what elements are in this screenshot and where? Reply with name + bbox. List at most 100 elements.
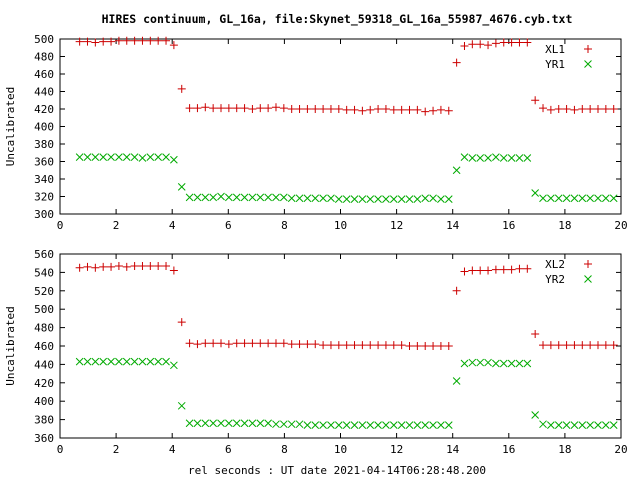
data-point-yr1 [240, 193, 249, 202]
data-point-xl2 [342, 341, 351, 350]
data-point-xl2 [350, 341, 359, 350]
data-point-yr2 [83, 357, 92, 366]
data-point-yr1 [586, 194, 594, 203]
data-point-yr1 [429, 194, 437, 203]
legend-label: XL1 [545, 43, 565, 56]
data-point-xl1 [130, 36, 139, 45]
data-point-xl1 [122, 36, 131, 45]
data-point-xl1 [507, 38, 516, 47]
data-point-xl1 [350, 105, 359, 114]
data-point-yr1 [311, 194, 320, 203]
top-panel: 0 2 4 6 8 10 12 14 16 18 20 300 320 340 360 380 400 420 44… [4, 33, 628, 232]
data-point-xl1 [381, 105, 390, 113]
data-point-xl1 [531, 96, 540, 105]
x-tick-label: 4 [169, 443, 176, 456]
y-tick-label: 540 [34, 266, 54, 279]
x-tick-label: 0 [57, 219, 64, 232]
data-point-xl1 [523, 38, 532, 47]
data-point-xl1 [554, 105, 563, 113]
x-tick-label: 12 [390, 219, 403, 232]
data-point-xl2 [381, 341, 390, 350]
data-point-xl1 [342, 105, 351, 114]
data-point-xl1 [287, 105, 296, 113]
data-point-xl1 [413, 105, 422, 114]
data-point-xl2 [546, 341, 555, 350]
data-point-xl2 [99, 262, 108, 271]
y-axis-label: Uncalibrated [4, 87, 17, 166]
data-point-xl2 [358, 341, 367, 350]
data-point-yr2 [452, 377, 461, 385]
data-point-xl2 [397, 341, 406, 350]
data-point-xl1 [578, 105, 587, 113]
data-point-xl1 [546, 105, 555, 114]
data-point-xl2 [146, 261, 155, 270]
data-point-yr1 [531, 189, 540, 197]
data-point-yr2 [586, 421, 594, 429]
bottom-panel: 0 2 4 6 8 10 12 14 16 18 20 360 380 400 420 440 460 480 50… [4, 248, 628, 456]
data-point-xl2 [429, 342, 438, 350]
data-point-yr2 [389, 421, 398, 429]
legend-marker-xl2 [584, 260, 592, 268]
data-point-yr1 [154, 153, 163, 161]
data-point-xl2 [130, 261, 139, 270]
data-point-yr2 [170, 361, 178, 370]
x-tick-label: 16 [502, 443, 515, 456]
data-point-yr2 [601, 421, 610, 429]
data-point-xl2 [107, 262, 116, 271]
data-point-xl1 [515, 38, 524, 47]
data-point-yr1 [248, 193, 257, 202]
data-point-yr2 [492, 359, 500, 368]
data-point-xl1 [271, 103, 280, 112]
y-tick-label: 420 [34, 377, 54, 390]
data-point-yr1 [601, 194, 610, 203]
data-point-yr2 [115, 357, 123, 366]
y-axis-label: Uncalibrated [4, 306, 17, 385]
data-point-xl2 [413, 342, 422, 350]
data-point-xl1 [177, 84, 186, 93]
data-point-xl2 [240, 339, 249, 348]
data-point-xl2 [326, 341, 335, 350]
data-point-xl1 [162, 36, 171, 45]
data-point-xl1 [264, 104, 273, 113]
data-point-yr1 [334, 195, 343, 203]
data-point-xl1 [201, 103, 210, 112]
data-point-xl1 [436, 105, 445, 114]
data-point-xl2 [491, 265, 500, 274]
data-point-yr1 [122, 153, 131, 161]
data-point-xl2 [303, 340, 312, 349]
data-point-yr2 [311, 421, 320, 429]
data-point-yr2 [531, 411, 540, 419]
data-point-xl1 [319, 105, 328, 113]
data-point-xl1 [303, 105, 312, 113]
data-point-xl2 [169, 266, 178, 275]
data-point-yr1 [342, 195, 351, 203]
legend-marker-yr2 [584, 275, 592, 283]
y-tick-label: 300 [34, 208, 54, 221]
data-point-xl1 [358, 106, 367, 115]
data-point-xl1 [429, 106, 438, 115]
data-point-yr2 [232, 419, 241, 428]
data-point-yr2 [358, 421, 367, 429]
data-point-xl2 [405, 342, 414, 350]
data-point-yr1 [492, 153, 500, 161]
data-point-xl1 [169, 41, 178, 50]
data-point-xl2 [83, 262, 92, 271]
y-tick-label: 480 [34, 51, 54, 64]
data-point-yr2 [547, 421, 555, 429]
y-tick-label: 480 [34, 322, 54, 335]
data-point-xl1 [389, 105, 398, 114]
data-point-yr1 [437, 195, 445, 203]
data-point-xl2 [224, 340, 233, 349]
x-tick-label: 6 [225, 219, 232, 232]
data-point-xl1 [334, 105, 343, 113]
data-point-xl2 [177, 318, 186, 327]
data-point-xl2 [578, 341, 587, 350]
data-point-yr2 [201, 419, 210, 428]
data-point-yr2 [154, 357, 163, 366]
data-point-yr1 [185, 193, 194, 202]
data-point-yr1 [594, 194, 602, 203]
data-point-xl2 [217, 339, 226, 348]
data-point-yr1 [264, 193, 272, 202]
data-point-yr2 [405, 421, 414, 429]
